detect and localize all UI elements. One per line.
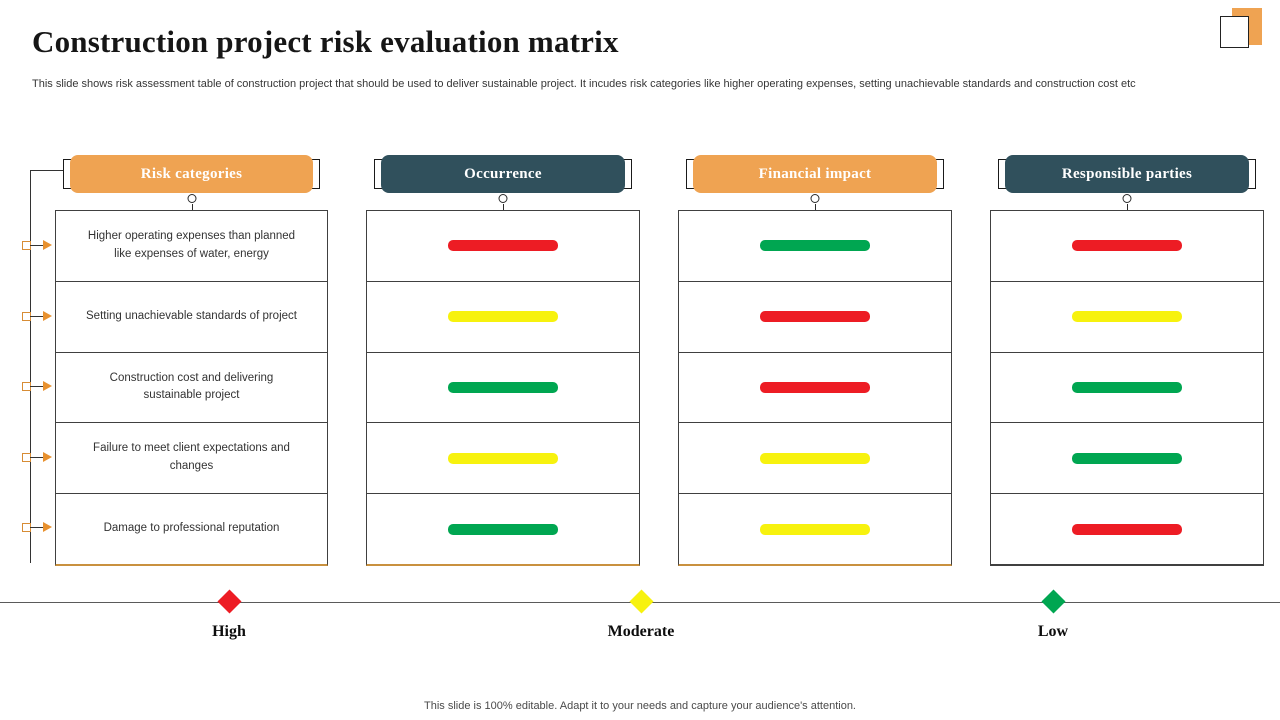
risk-category-cell: Damage to professional reputation bbox=[103, 522, 280, 535]
arrow-right-icon bbox=[43, 311, 52, 321]
risk-level-bar bbox=[448, 523, 558, 535]
risk-level-bar bbox=[1072, 240, 1182, 252]
risk-level-cell bbox=[367, 423, 639, 495]
risk-level-bar bbox=[760, 381, 870, 393]
connector-stem bbox=[815, 204, 816, 210]
risk-level-cell bbox=[991, 282, 1263, 353]
column-header-responsible-parties: Responsible parties bbox=[1005, 155, 1249, 193]
connector-top-line bbox=[30, 170, 63, 171]
legend-label: High bbox=[212, 623, 246, 640]
risk-level-bar bbox=[1072, 311, 1182, 323]
legend-label: Moderate bbox=[607, 623, 675, 640]
risk-category-cell: Failure to meet client expectations and … bbox=[56, 423, 327, 495]
risk-level-bar bbox=[448, 452, 558, 464]
connector-circle bbox=[498, 194, 508, 203]
moderate-diamond-icon bbox=[628, 589, 654, 614]
column-header-occurrence: Occurrence bbox=[381, 155, 625, 193]
risk-level-cell bbox=[367, 211, 639, 282]
risk-level-cell bbox=[991, 494, 1263, 564]
corner-decoration-square bbox=[1220, 16, 1249, 48]
risk-level-cell bbox=[679, 211, 951, 282]
column-header-risk-categories: Risk categories bbox=[70, 155, 313, 193]
risk-level-cell bbox=[367, 353, 639, 424]
connector-stem bbox=[1127, 204, 1128, 210]
page-subtitle: This slide shows risk assessment table o… bbox=[32, 78, 1136, 90]
risk-level-bar bbox=[448, 240, 558, 252]
occurrence-table bbox=[366, 210, 640, 566]
risk-level-cell bbox=[679, 282, 951, 353]
legend-label: Low bbox=[1037, 623, 1069, 640]
footer-note: This slide is 100% editable. Adapt it to… bbox=[424, 700, 856, 712]
connector-circle bbox=[810, 194, 820, 203]
connector-stem bbox=[191, 204, 193, 210]
risk-category-cell: Setting unachievable standards of projec… bbox=[56, 282, 327, 353]
risk-level-bar bbox=[1072, 452, 1182, 464]
column-financial-impact: Financial impact bbox=[678, 150, 952, 570]
risk-level-cell bbox=[991, 353, 1263, 424]
connector-vertical-line bbox=[30, 170, 31, 563]
column-risk-categories: Risk categories Higher operating expense… bbox=[55, 150, 328, 570]
column-responsible-parties: Responsible parties bbox=[990, 150, 1264, 570]
column-occurrence: Occurrence bbox=[366, 150, 640, 570]
risk-category-cell: Construction cost and delivering sustain… bbox=[56, 353, 327, 424]
risk-level-cell bbox=[367, 282, 639, 353]
arrow-right-icon bbox=[43, 240, 52, 250]
risk-level-bar bbox=[448, 381, 558, 393]
connector-line bbox=[30, 316, 43, 317]
column-header-financial-impact: Financial impact bbox=[693, 155, 937, 193]
connector-circle bbox=[187, 194, 196, 203]
risk-level-bar bbox=[760, 240, 870, 252]
legend-item-high: High bbox=[159, 589, 299, 641]
risk-level-cell bbox=[679, 423, 951, 495]
risk-level-bar bbox=[760, 523, 870, 535]
responsible-parties-table bbox=[990, 210, 1264, 566]
legend-item-moderate: Moderate bbox=[571, 589, 711, 641]
financial-impact-table bbox=[678, 210, 952, 566]
low-diamond-icon bbox=[1040, 589, 1066, 614]
page-title: Construction project risk evaluation mat… bbox=[32, 24, 619, 59]
risk-level-cell bbox=[991, 423, 1263, 495]
connector-line bbox=[30, 457, 43, 458]
risk-level-bar bbox=[760, 311, 870, 323]
risk-level-bar bbox=[760, 452, 870, 464]
risk-level-bar bbox=[1072, 381, 1182, 393]
risk-category-cell: Higher operating expenses than planned l… bbox=[56, 211, 327, 282]
high-diamond-icon bbox=[216, 589, 242, 614]
arrow-right-icon bbox=[43, 381, 52, 391]
risk-level-cell bbox=[679, 494, 951, 564]
arrow-right-icon bbox=[43, 522, 52, 532]
risk-level-bar bbox=[448, 311, 558, 323]
risk-categories-table: Higher operating expenses than planned l… bbox=[55, 210, 328, 566]
connector-line bbox=[30, 527, 43, 528]
connector-stem bbox=[503, 204, 504, 210]
risk-level-bar bbox=[1072, 523, 1182, 535]
risk-level-cell bbox=[991, 211, 1263, 282]
risk-level-cell bbox=[679, 353, 951, 424]
legend-item-low: Low bbox=[983, 589, 1123, 641]
connector-line bbox=[30, 386, 43, 387]
connector-circle bbox=[1122, 194, 1132, 203]
arrow-right-icon bbox=[43, 452, 52, 462]
connector-line bbox=[30, 245, 43, 246]
risk-level-cell bbox=[367, 494, 639, 564]
